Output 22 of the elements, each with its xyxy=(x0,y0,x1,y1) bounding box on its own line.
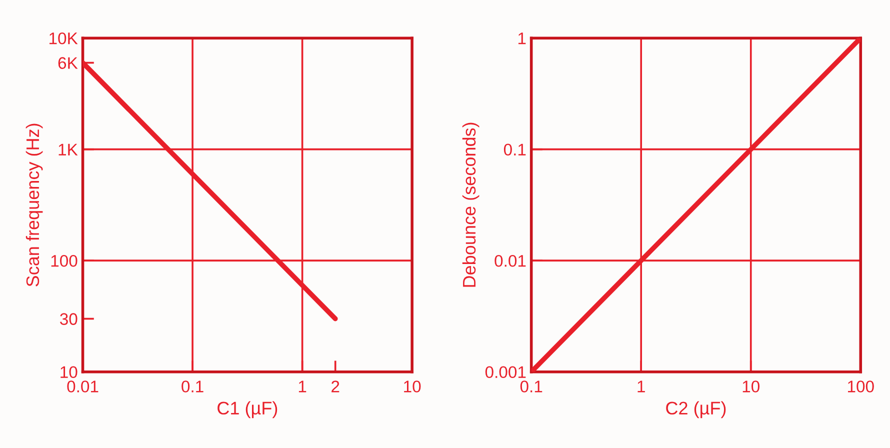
x-tick-label: 0.1 xyxy=(520,380,542,392)
y-tick-label: 10 xyxy=(60,366,78,378)
y-tick-label: 6K xyxy=(58,57,78,69)
x-tick-label: 10 xyxy=(742,380,760,392)
y-tick-label: 0.1 xyxy=(504,144,526,156)
y-axis-title: Scan frequency (Hz) xyxy=(26,124,43,286)
x-tick-label: 2 xyxy=(332,380,340,392)
x-tick-label: 1 xyxy=(298,380,306,392)
y-tick-label: 1K xyxy=(58,144,78,156)
y-tick-label: 30 xyxy=(60,313,78,325)
y-tick-label: 0.001 xyxy=(485,366,526,378)
y-tick-label: 1 xyxy=(518,32,526,44)
x-tick-label: 0.1 xyxy=(182,380,204,392)
y-tick-label: 0.01 xyxy=(494,254,526,267)
x-axis-title: C2 (µF) xyxy=(666,401,726,418)
y-axis-title: Debounce (seconds) xyxy=(462,122,480,287)
x-tick-label: 10 xyxy=(404,380,421,392)
x-tick-label: 1 xyxy=(638,380,645,392)
y-tick-label: 100 xyxy=(51,254,78,267)
x-tick-label: 100 xyxy=(848,380,874,392)
x-axis-title: C1 (µF) xyxy=(218,401,278,418)
y-tick-label: 10K xyxy=(50,32,78,44)
